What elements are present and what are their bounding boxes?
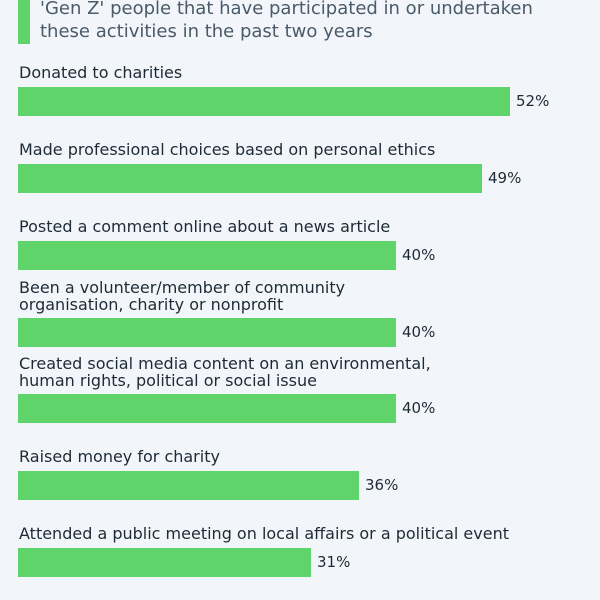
value-label: 40% bbox=[402, 323, 436, 341]
bar bbox=[18, 548, 311, 577]
legend-text: 'Gen Z' people that have participated in… bbox=[40, 0, 533, 42]
value-label: 40% bbox=[402, 399, 436, 417]
value-label: 49% bbox=[488, 169, 522, 187]
category-label: Raised money for charity bbox=[19, 447, 220, 466]
bar bbox=[18, 87, 510, 116]
category-label: Attended a public meeting on local affai… bbox=[19, 524, 509, 543]
bar bbox=[18, 318, 396, 347]
category-label: Created social media content on an envir… bbox=[19, 354, 431, 390]
category-label: Been a volunteer/member of community org… bbox=[19, 278, 346, 314]
bar bbox=[18, 164, 482, 193]
bar bbox=[18, 471, 359, 500]
value-label: 31% bbox=[317, 553, 351, 571]
category-label: Donated to charities bbox=[19, 63, 183, 82]
category-label: Made professional choices based on perso… bbox=[19, 140, 436, 159]
legend-swatch bbox=[18, 0, 30, 44]
bar bbox=[18, 394, 396, 423]
category-label: Posted a comment online about a news art… bbox=[19, 217, 391, 236]
value-label: 52% bbox=[516, 92, 550, 110]
legend: 'Gen Z' people that have participated in… bbox=[18, 0, 588, 46]
bar bbox=[18, 241, 396, 270]
value-label: 40% bbox=[402, 246, 436, 264]
value-label: 36% bbox=[365, 476, 399, 494]
